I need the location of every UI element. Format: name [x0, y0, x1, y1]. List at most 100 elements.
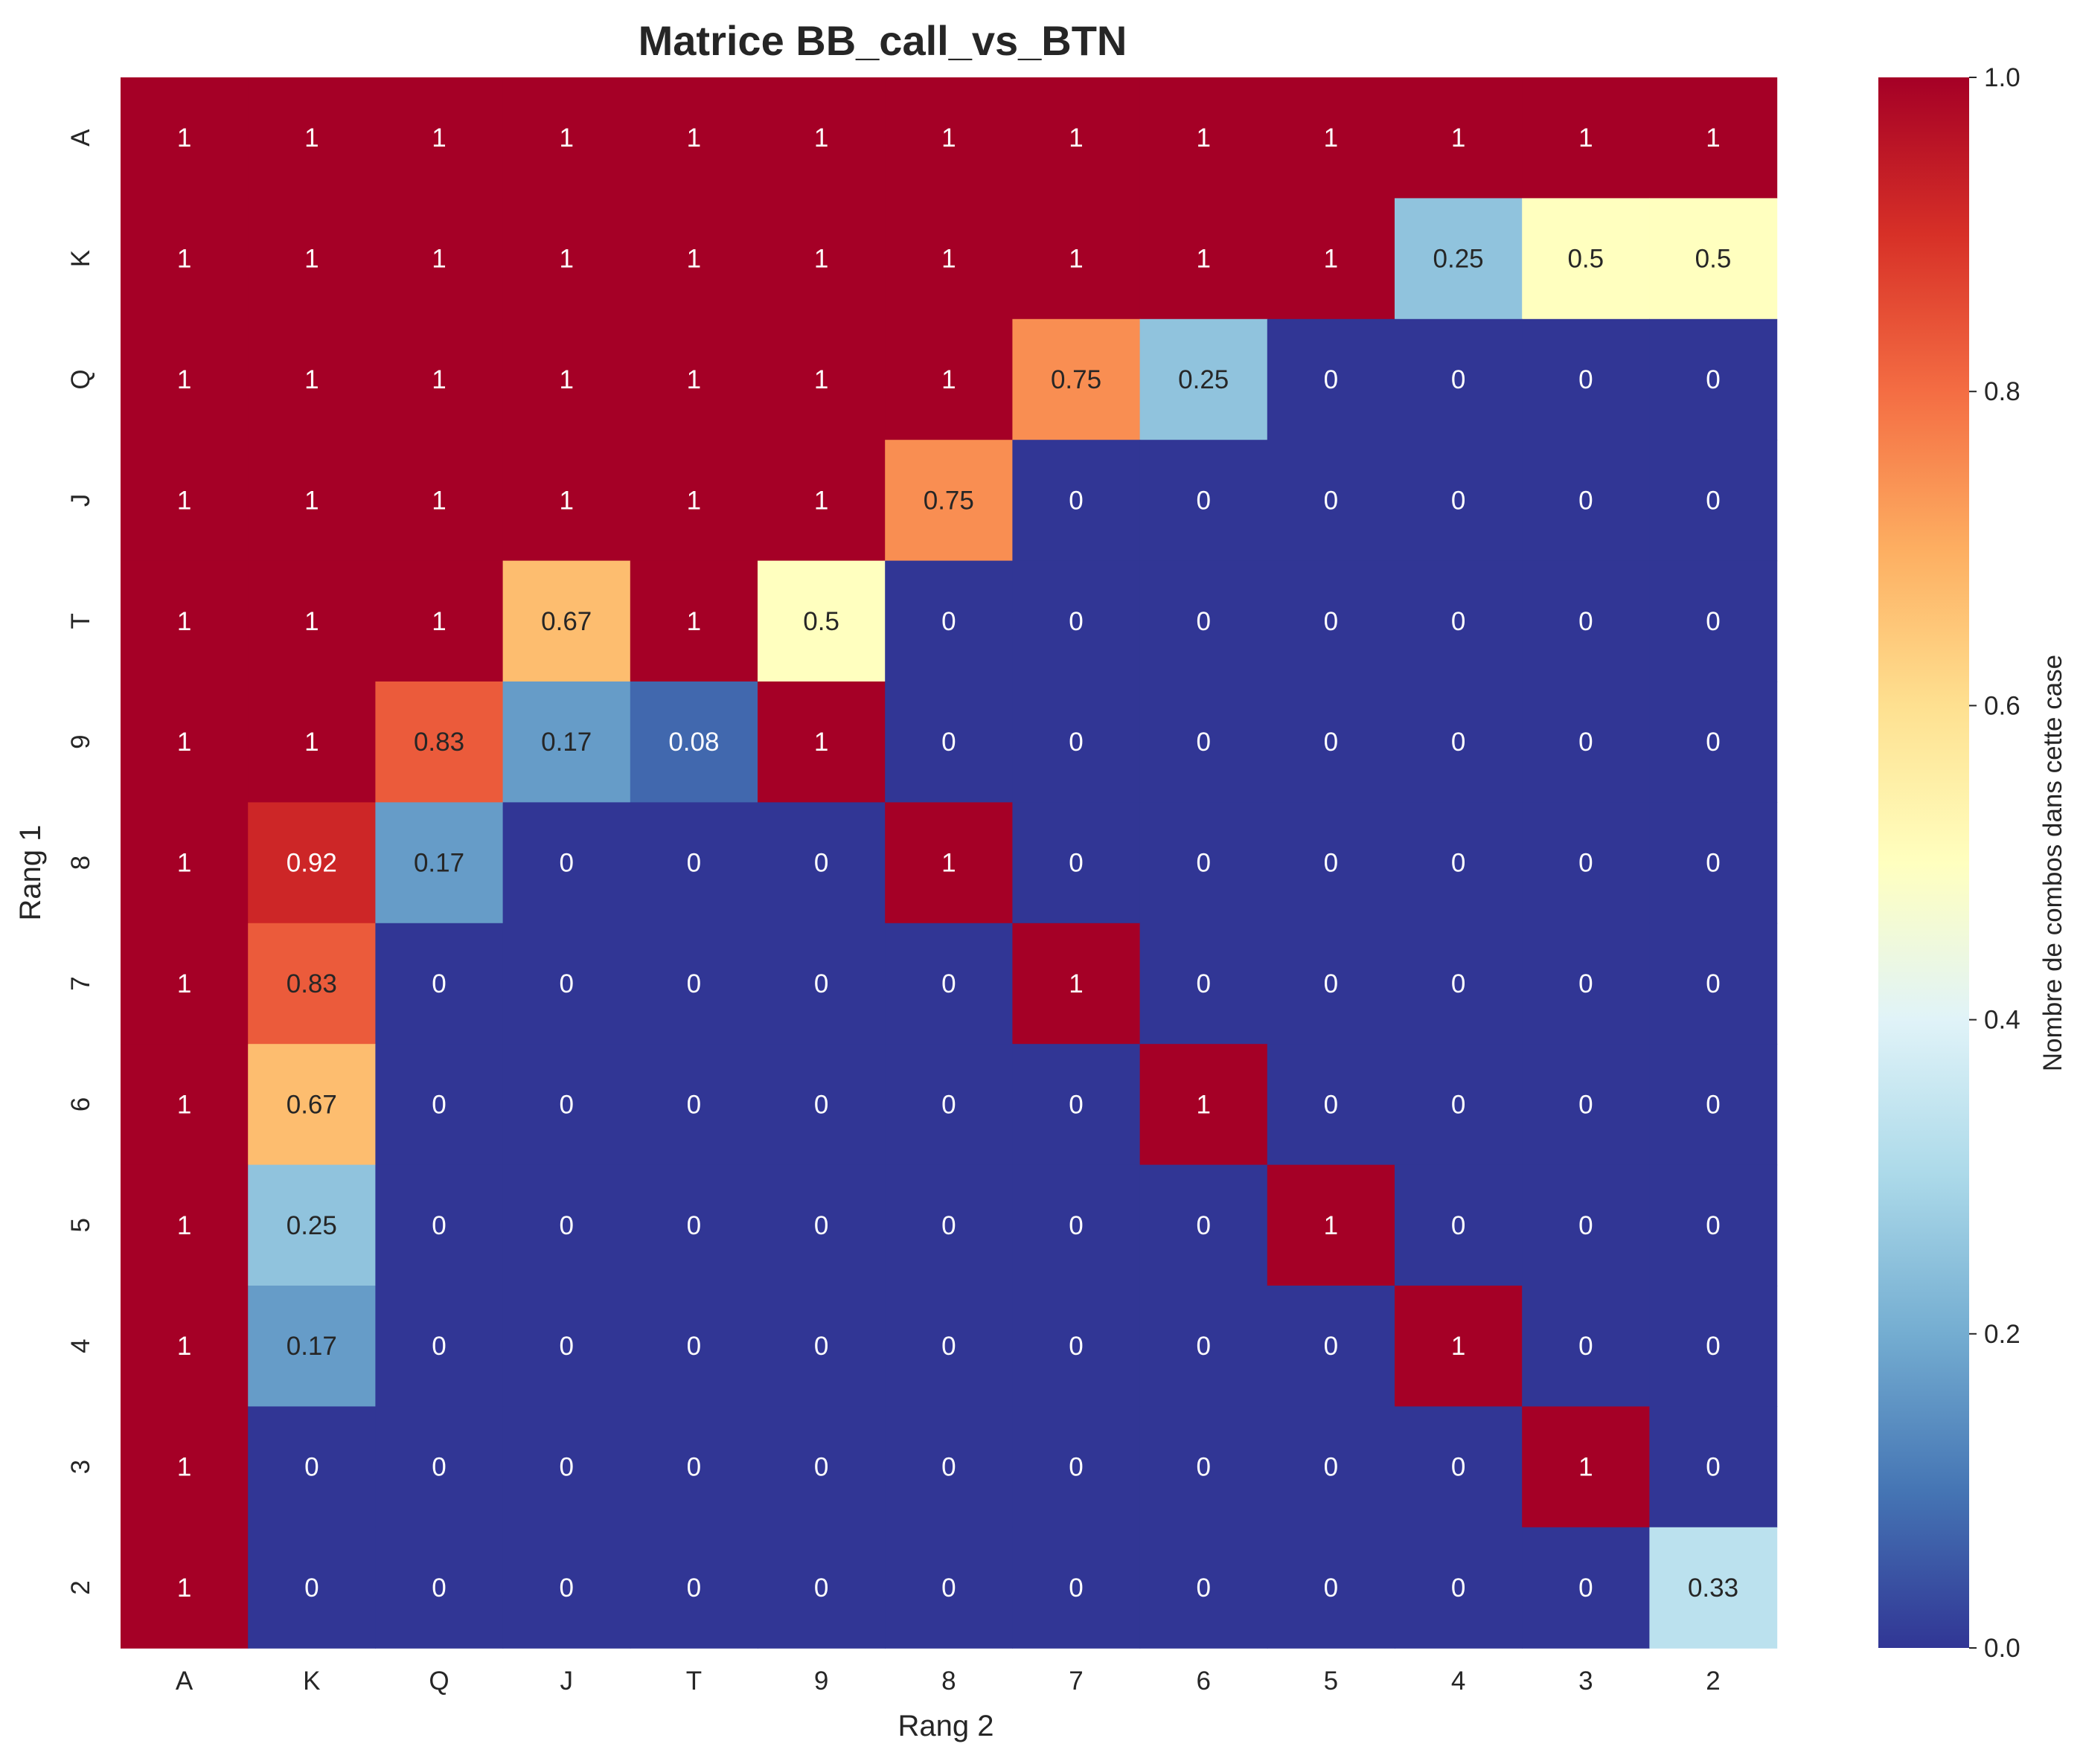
cell-value-label: 0	[1451, 969, 1465, 998]
cell-value-label: 0	[1324, 607, 1338, 636]
cell-value-label: 0	[1578, 486, 1593, 515]
cell-value-label: 1	[1069, 969, 1083, 998]
heatmap-cell	[1267, 923, 1395, 1045]
cell-value-label: 0	[941, 1453, 956, 1482]
heatmap-cell	[1139, 560, 1268, 682]
cell-value-label: 1	[1324, 124, 1338, 153]
cell-value-label: 0	[1324, 849, 1338, 878]
heatmap-cell	[248, 802, 376, 924]
heatmap-cell	[1522, 1044, 1650, 1166]
x-tick-label: A	[176, 1667, 193, 1696]
heatmap-cell	[375, 77, 504, 199]
cell-value-label: 0.25	[287, 1211, 337, 1240]
heatmap-cell	[1267, 440, 1395, 562]
heatmap-cell	[630, 1527, 758, 1649]
heatmap-cell	[121, 1164, 249, 1286]
heatmap-cell	[885, 1044, 1013, 1166]
cell-value-label: 0	[941, 1574, 956, 1603]
x-tick-label: K	[303, 1667, 320, 1696]
cell-value-label: 0	[1578, 728, 1593, 757]
colorbar-gradient	[1878, 77, 1969, 1648]
heatmap-cell	[1522, 1286, 1650, 1407]
cell-value-label: 1	[1578, 1453, 1593, 1482]
heatmap-cell	[630, 923, 758, 1045]
cell-value-label: 1	[814, 486, 828, 515]
cell-value-label: 0	[941, 1090, 956, 1119]
y-tick-label: K	[66, 250, 95, 267]
heatmap-cell	[502, 802, 631, 924]
x-tick-label: 2	[1706, 1667, 1720, 1696]
cell-value-label: 1	[941, 124, 956, 153]
cell-value-label: 1	[1324, 245, 1338, 274]
heatmap-cell	[885, 440, 1013, 562]
heatmap-cell	[1649, 318, 1778, 440]
cell-value-label: 0.08	[668, 728, 719, 757]
heatmap-cell	[1649, 560, 1778, 682]
heatmap-cell	[502, 77, 631, 199]
heatmap-cell	[1522, 198, 1650, 320]
heatmap-cell	[375, 1164, 504, 1286]
cell-value-label: 0.92	[287, 849, 337, 878]
heatmap-cell	[248, 923, 376, 1045]
cell-value-label: 1	[177, 969, 191, 998]
cell-value-label: 1	[1196, 1090, 1210, 1119]
heatmap-cell	[1012, 198, 1141, 320]
heatmap-cell	[1522, 1406, 1650, 1528]
colorbar-ticks: 0.0 0.2 0.4 0.6 0.8 1.0	[1969, 63, 2020, 1663]
cell-value-label: 1	[687, 486, 701, 515]
cell-value-label: 0	[1324, 1574, 1338, 1603]
cell-value-label: 0	[1196, 1332, 1210, 1361]
heatmap-cell	[1012, 1286, 1141, 1407]
cell-value-label: 0	[1196, 1453, 1210, 1482]
heatmap-cell	[121, 1406, 249, 1528]
cell-value-label: 1	[687, 124, 701, 153]
heatmap-cell	[502, 318, 631, 440]
cell-value-label: 0	[1069, 486, 1083, 515]
cell-value-label: 1	[559, 245, 573, 274]
heatmap-cell	[1649, 77, 1778, 199]
heatmap-cell	[1649, 1527, 1778, 1649]
heatmap-cell	[502, 923, 631, 1045]
cell-value-label: 0.67	[541, 607, 592, 636]
colorbar-label: Nombre de combos dans cette case	[2038, 655, 2067, 1071]
cell-value-label: 0	[941, 969, 956, 998]
heatmap-cell	[1267, 198, 1395, 320]
heatmap-cell	[630, 77, 758, 199]
cell-value-label: 0	[1706, 365, 1720, 394]
heatmap-cell	[1395, 560, 1523, 682]
cell-value-label: 0	[1451, 1574, 1465, 1603]
heatmap-cell	[630, 560, 758, 682]
heatmap-cell	[502, 1286, 631, 1407]
heatmap-cell	[375, 681, 504, 803]
heatmap-cell	[885, 802, 1013, 924]
cell-value-label: 1	[1706, 124, 1720, 153]
cell-value-label: 1	[304, 607, 319, 636]
cell-value-label: 0.5	[1695, 245, 1732, 274]
cell-value-label: 1	[941, 245, 956, 274]
cell-value-label: 1	[432, 486, 446, 515]
heatmap-cell	[758, 681, 886, 803]
heatmap-cell	[885, 560, 1013, 682]
colorbar-tick-label: 0.0	[1984, 1634, 2020, 1663]
cell-value-label: 0	[1578, 849, 1593, 878]
heatmap-cell	[1267, 560, 1395, 682]
heatmap-cell	[121, 198, 249, 320]
heatmap-cell	[1139, 198, 1268, 320]
cell-value-label: 0	[1451, 1453, 1465, 1482]
cell-value-label: 0	[1196, 1211, 1210, 1240]
cell-value-label: 1	[177, 1332, 191, 1361]
cell-value-label: 0	[941, 1211, 956, 1240]
cell-value-label: 0	[1324, 728, 1338, 757]
cell-value-label: 0	[559, 1211, 573, 1240]
heatmap-cell	[1649, 681, 1778, 803]
cell-value-label: 0	[559, 969, 573, 998]
heatmap-cell	[121, 560, 249, 682]
cell-value-label: 1	[1451, 1332, 1465, 1361]
heatmap-cell	[1522, 1164, 1650, 1286]
cell-value-label: 1	[304, 365, 319, 394]
heatmap-cell	[248, 1164, 376, 1286]
cell-value-label: 0.5	[1567, 245, 1604, 274]
cell-value-label: 0	[304, 1574, 319, 1603]
heatmap-cell	[248, 198, 376, 320]
heatmap-cell	[758, 1527, 886, 1649]
